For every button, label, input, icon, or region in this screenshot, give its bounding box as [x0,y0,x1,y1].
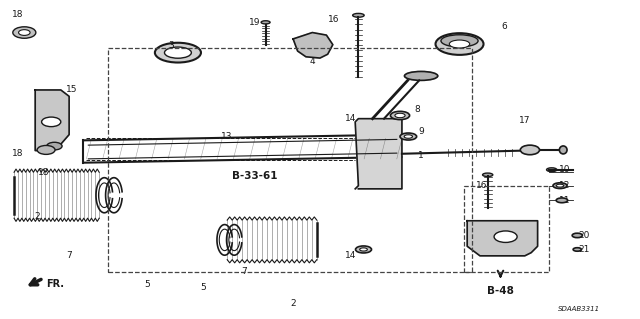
Circle shape [13,27,36,38]
Polygon shape [35,90,69,151]
Ellipse shape [559,146,567,154]
Text: 16: 16 [328,15,340,24]
Text: 14: 14 [345,251,356,260]
Ellipse shape [547,168,557,172]
Text: 11: 11 [559,196,570,205]
Text: 3: 3 [169,41,174,50]
Text: B-48: B-48 [487,286,514,296]
Text: 9: 9 [419,127,424,136]
Text: 7: 7 [67,251,72,260]
Circle shape [37,145,55,154]
Text: 18: 18 [38,168,49,177]
Text: 2: 2 [35,212,40,221]
Ellipse shape [261,21,270,24]
Ellipse shape [449,40,470,48]
Circle shape [42,117,61,127]
Text: 2: 2 [291,299,296,308]
Circle shape [494,231,517,242]
Ellipse shape [360,248,367,251]
Text: 18: 18 [12,10,24,19]
Text: 8: 8 [415,105,420,114]
Ellipse shape [395,113,405,118]
Text: 16: 16 [476,181,487,190]
Text: 17: 17 [519,116,531,125]
Ellipse shape [435,33,484,55]
Ellipse shape [572,233,582,238]
Bar [108,48,472,272]
Ellipse shape [353,13,364,17]
Text: 20: 20 [578,231,589,240]
Ellipse shape [441,35,478,47]
Polygon shape [467,221,538,256]
Ellipse shape [164,47,191,58]
Text: 12: 12 [559,181,570,190]
Polygon shape [355,119,402,189]
Text: 6: 6 [502,22,507,31]
Circle shape [47,142,62,150]
Text: 13: 13 [221,132,233,141]
Circle shape [520,145,540,155]
Ellipse shape [400,133,417,140]
Text: 19: 19 [249,19,260,27]
Text: 7: 7 [242,267,247,276]
Text: FR.: FR. [46,279,64,289]
Ellipse shape [573,248,581,251]
Text: 21: 21 [578,245,589,254]
Text: 15: 15 [66,85,77,94]
Ellipse shape [356,246,371,253]
Text: 4: 4 [310,57,315,66]
Text: B-33-61: B-33-61 [232,171,278,181]
Ellipse shape [483,173,493,177]
Ellipse shape [404,71,438,80]
Ellipse shape [553,183,567,189]
Ellipse shape [404,135,413,138]
Text: 10: 10 [559,165,570,174]
Circle shape [19,30,30,35]
Ellipse shape [556,198,568,203]
Polygon shape [293,33,333,58]
Text: SDAAB3311: SDAAB3311 [558,306,600,312]
Text: 18: 18 [12,149,24,158]
Ellipse shape [155,43,201,63]
Ellipse shape [390,111,410,120]
Text: 14: 14 [345,114,356,123]
Bar [464,186,549,272]
Text: 5: 5 [145,280,150,289]
Text: 5: 5 [201,283,206,292]
Text: 1: 1 [419,151,424,160]
Ellipse shape [556,184,564,187]
